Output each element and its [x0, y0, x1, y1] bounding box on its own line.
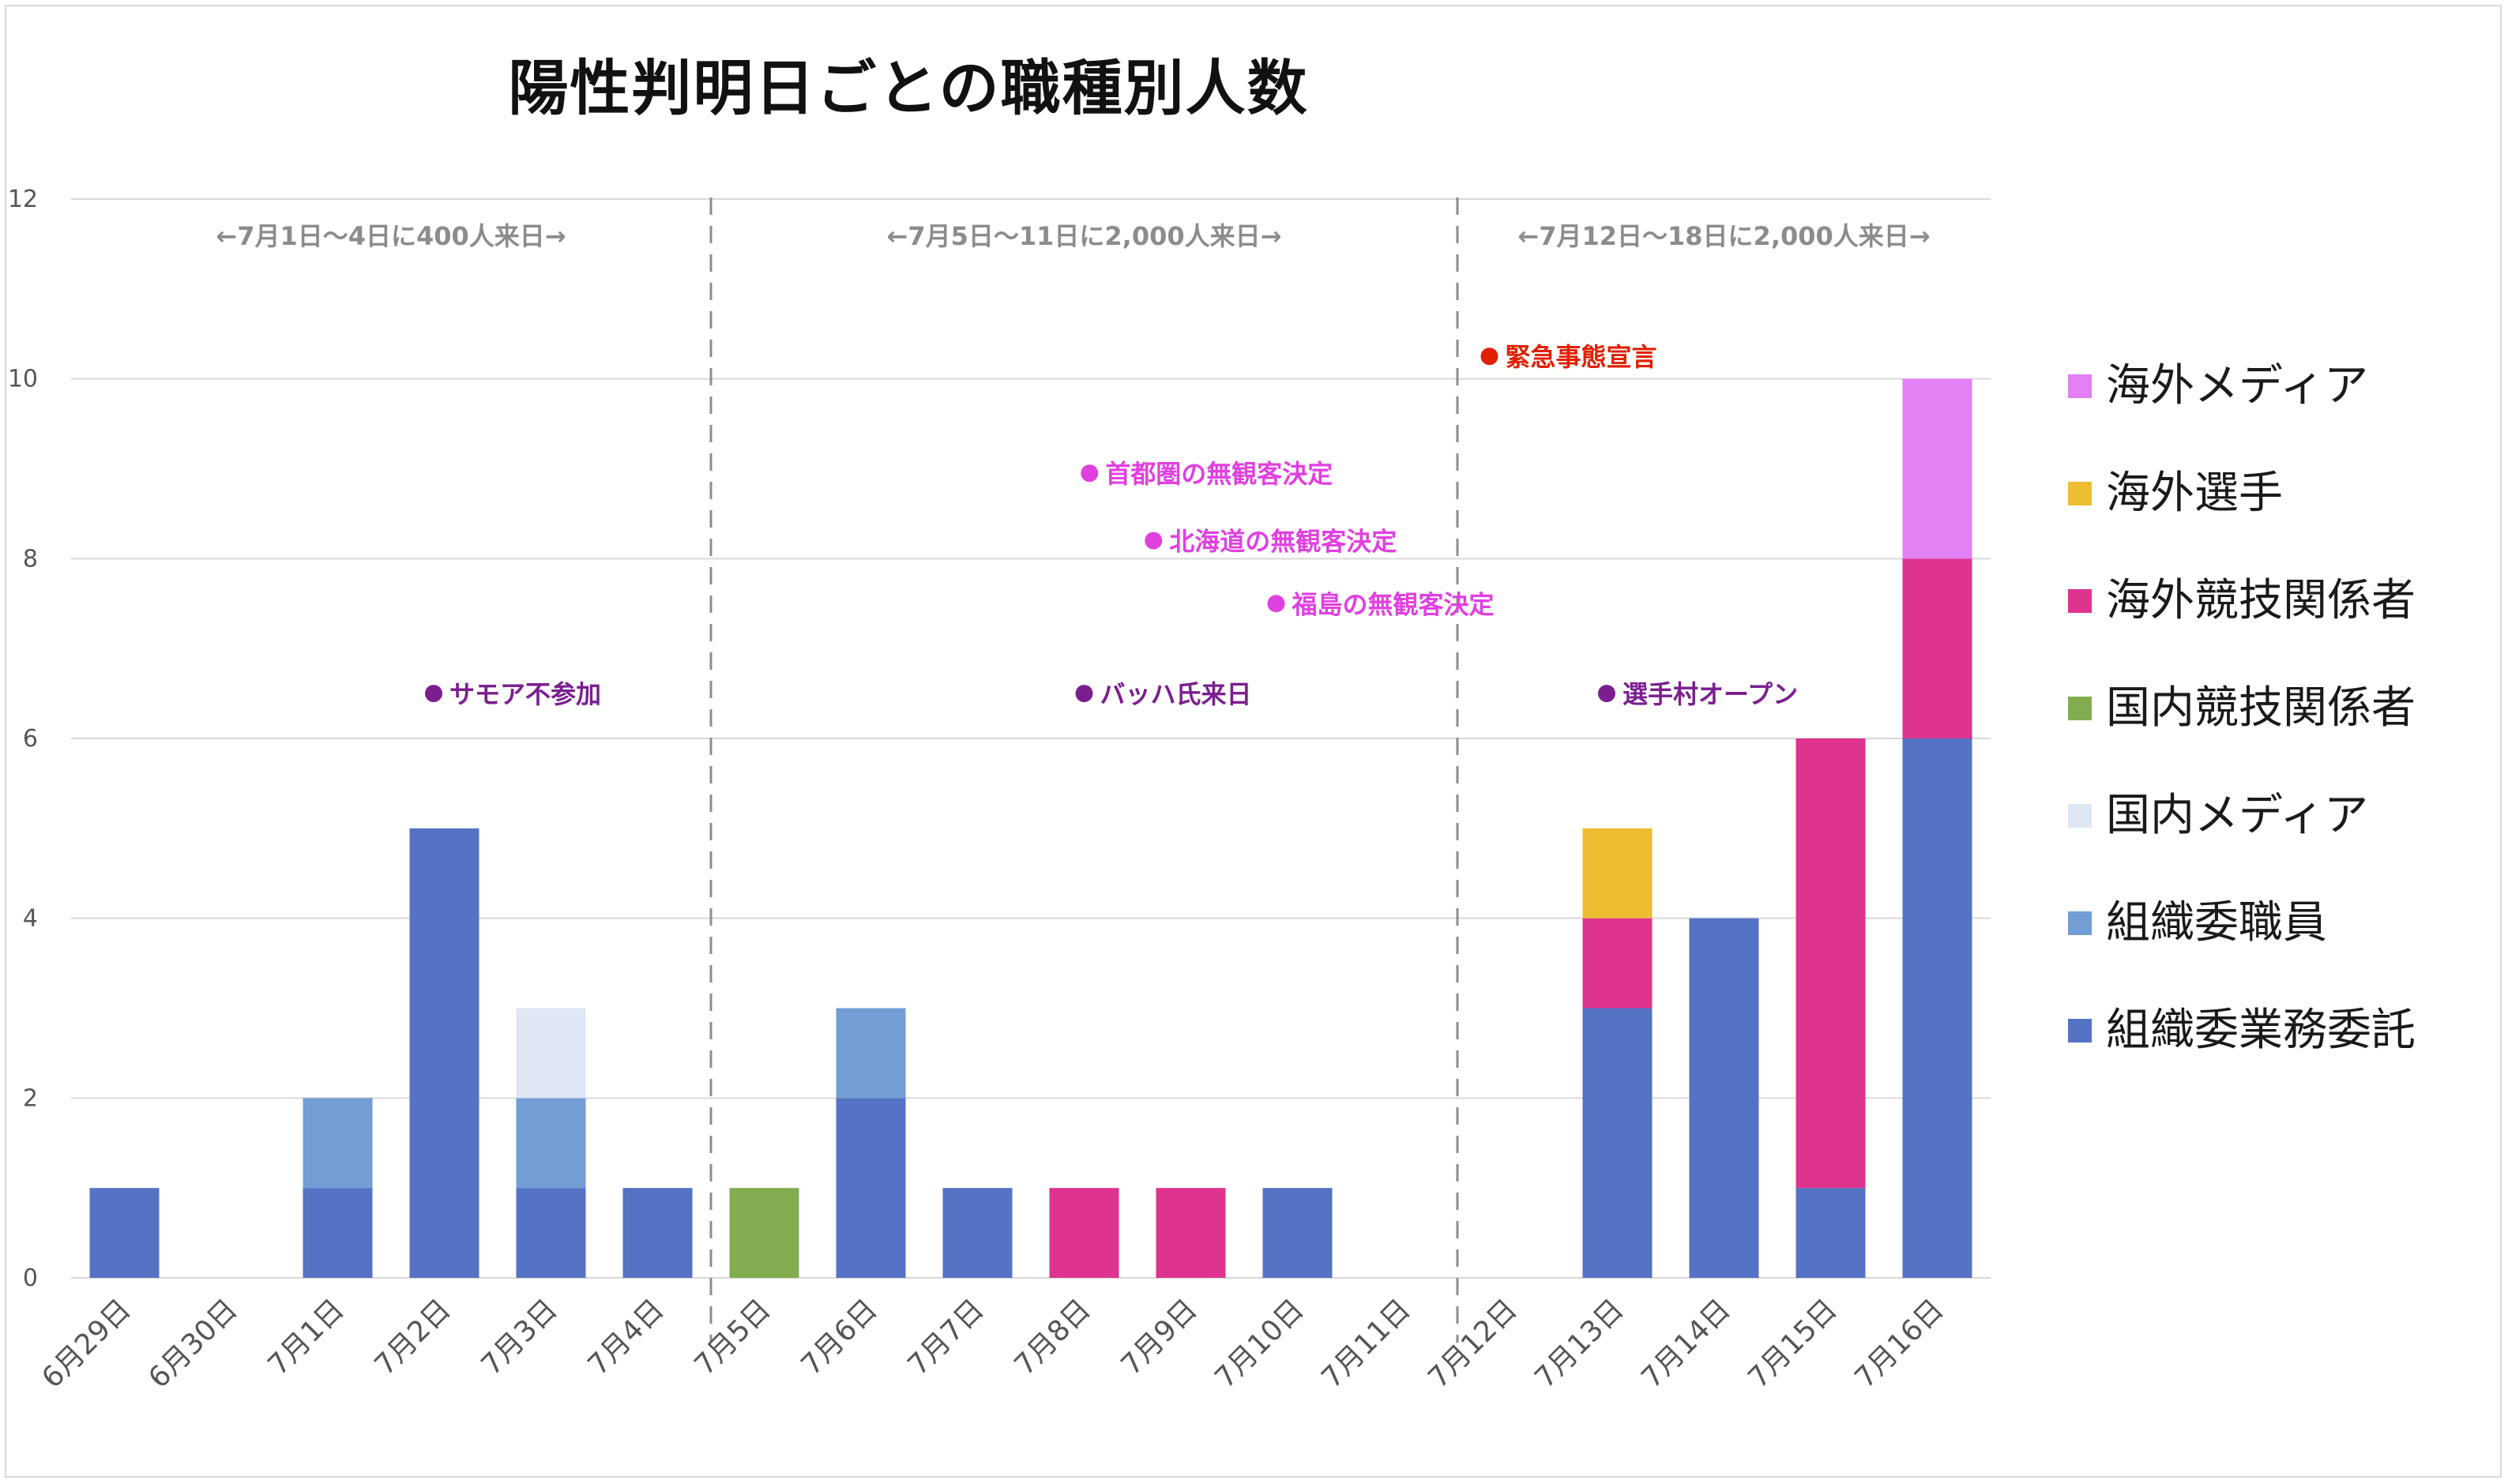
y-tick-label: 4 — [23, 905, 38, 933]
x-tick-label: 7月13日 — [1528, 1293, 1630, 1394]
event-marker — [1267, 595, 1285, 613]
bar-segment — [1902, 558, 1972, 738]
legend-swatch — [2068, 1019, 2092, 1043]
bar-segment — [409, 828, 479, 1278]
event-marker — [425, 685, 442, 703]
bar-segment — [836, 1008, 906, 1099]
bars — [89, 378, 1972, 1278]
gridlines — [71, 198, 1991, 1279]
bar-segment — [622, 1188, 693, 1278]
bar-segment — [1049, 1188, 1119, 1278]
legend-label: 組織委職員 — [2106, 897, 2327, 949]
legend-swatch — [2068, 482, 2092, 505]
period-label: ←7月1日〜4日に400人来日→ — [216, 221, 566, 251]
x-tick-label: 7月15日 — [1742, 1293, 1843, 1394]
period-dividers — [709, 197, 1459, 1343]
bar-segment — [1902, 378, 1972, 559]
legend-label: 組織委業務委託 — [2106, 1005, 2416, 1056]
y-tick-label: 2 — [23, 1084, 38, 1112]
event-marker — [1075, 685, 1093, 703]
x-tick-label: 7月2日 — [369, 1293, 457, 1381]
bar-segment — [89, 1188, 160, 1278]
y-tick-label: 6 — [23, 725, 38, 753]
x-tick-label: 7月14日 — [1635, 1293, 1736, 1394]
event-marker — [1145, 532, 1163, 550]
bar-segment — [1582, 1008, 1653, 1278]
bar-segment — [303, 1098, 373, 1189]
bar-segment — [1582, 828, 1653, 919]
bar-segment — [1156, 1188, 1226, 1278]
period-label: ←7月12日〜18日に2,000人来日→ — [1517, 221, 1930, 251]
legend-swatch — [2068, 697, 2092, 720]
event-label: 選手村オープン — [1622, 679, 1798, 709]
bar-segment — [1795, 738, 1866, 1189]
y-tick-label: 12 — [8, 186, 38, 213]
bar-segment — [729, 1188, 799, 1278]
x-tick-label: 7月16日 — [1848, 1293, 1950, 1394]
event-label: バッハ氏来日 — [1100, 679, 1252, 709]
bar-segment — [836, 1098, 906, 1278]
x-tick-label: 7月11日 — [1315, 1293, 1416, 1394]
legend-label: 国内競技関係者 — [2106, 682, 2416, 734]
y-tick-label: 0 — [23, 1264, 38, 1292]
event-marker — [1598, 685, 1615, 703]
bar-segment — [516, 1098, 586, 1189]
bar-segment — [942, 1188, 1013, 1278]
x-tick-label: 7月12日 — [1422, 1293, 1523, 1394]
legend-swatch — [2068, 589, 2092, 613]
bar-segment — [1795, 1188, 1866, 1278]
annotations: ←7月1日〜4日に400人来日→ ←7月5日〜11日に2,000人来日→ ←7月12… — [216, 221, 1930, 709]
x-tick-label: 7月1日 — [262, 1293, 351, 1381]
x-tick-label: 7月7日 — [902, 1293, 991, 1381]
legend-swatch — [2068, 374, 2092, 398]
chart-frame — [5, 5, 2502, 1478]
x-tick-label: 7月4日 — [582, 1293, 671, 1381]
bar-segment — [1902, 738, 1972, 1278]
bar-segment — [516, 1188, 586, 1278]
event-label: サモア不参加 — [449, 679, 601, 709]
x-tick-label: 7月8日 — [1009, 1293, 1097, 1381]
x-tick-label: 7月3日 — [476, 1293, 564, 1381]
chart-title: 陽性判明日ごとの職種別人数 — [508, 53, 1309, 123]
legend-label: 海外メディア — [2106, 360, 2369, 411]
event-label: 福島の無観客決定 — [1292, 589, 1495, 619]
x-tick-label: 7月6日 — [795, 1293, 884, 1381]
x-tick-label: 7月10日 — [1209, 1293, 1310, 1394]
x-tick-label: 6月29日 — [36, 1293, 137, 1394]
legend-swatch — [2068, 911, 2092, 935]
event-label: 首都圏の無観客決定 — [1105, 459, 1333, 489]
bar-segment — [1582, 918, 1653, 1009]
legend-label: 海外競技関係者 — [2106, 575, 2416, 626]
bar-segment — [1262, 1188, 1333, 1278]
event-marker — [1081, 464, 1099, 483]
y-tick-label: 10 — [8, 366, 38, 393]
event-marker — [1480, 348, 1498, 366]
x-tick-label: 6月30日 — [142, 1293, 243, 1394]
event-label: 緊急事態宣言 — [1506, 342, 1657, 372]
legend-label: 海外選手 — [2106, 468, 2283, 519]
legend-label: 国内メディア — [2106, 790, 2369, 841]
bar-segment — [303, 1188, 373, 1278]
x-tick-label: 7月9日 — [1115, 1293, 1204, 1381]
event-label: 北海道の無観客決定 — [1169, 527, 1397, 557]
bar-segment — [1689, 918, 1759, 1278]
y-tick-label: 8 — [23, 545, 38, 573]
legend-swatch — [2068, 804, 2092, 828]
period-label: ←7月5日〜11日に2,000人来日→ — [887, 221, 1282, 251]
x-tick-label: 7月5日 — [689, 1293, 777, 1381]
bar-segment — [516, 1008, 586, 1099]
